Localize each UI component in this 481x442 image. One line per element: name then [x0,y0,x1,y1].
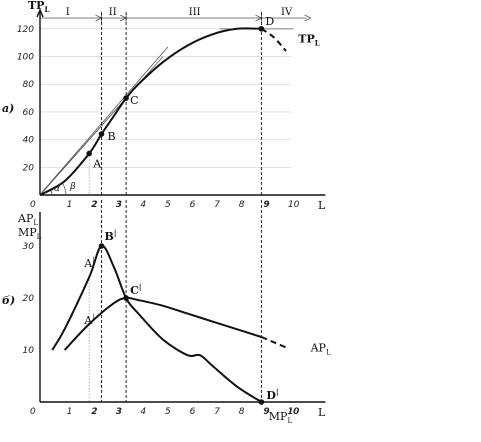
x-tick-label: 7 [214,407,220,417]
y-tick-label: 120 [17,25,34,35]
point-label: D [265,15,274,28]
point-label: B [108,130,116,143]
x-tick-label: 10 [288,407,300,417]
point-c-prime [123,295,129,301]
point-a [86,150,92,157]
point-c [123,95,129,101]
panel-label: а) [2,102,14,115]
y-tick-label: 40 [23,136,35,146]
point-label: A [92,157,102,170]
stage-label: II [109,7,117,18]
ray-through-b [39,106,120,196]
stage-label: III [189,7,201,18]
point-d [258,26,265,32]
point-b-prime [98,243,105,249]
y-tick-label: 60 [23,108,35,118]
y-axis-label-mp: MPL [18,226,42,241]
x-tick-label: 10 [288,200,300,210]
x-tick-label: 9 [263,200,269,210]
series-label-mp: MPL [269,410,293,425]
y-axis-arrow [36,8,44,18]
y-tick-label: 20 [23,163,35,173]
stage-label: IV [281,7,293,18]
ap-curve [63,296,262,351]
y-tick-label: 100 [17,53,34,63]
x-tick-label: 3 [116,407,122,417]
point-b [98,131,105,137]
series-label-tp: TPL [298,33,319,48]
x-tick-label: 8 [239,407,245,417]
x-tick-label: 4 [140,200,146,210]
x-tick-label: 9 [263,407,269,417]
mp-curve [51,244,262,403]
alpha-arc [49,188,53,196]
y-tick-label: 80 [23,80,35,90]
point-label: C [130,94,138,107]
x-tick-label: 4 [140,407,146,417]
point-label: D| [266,387,278,402]
y-tick-label: 10 [23,346,35,356]
series-label-ap: APL [310,341,331,356]
x-tick-label: 3 [116,200,122,210]
x-tick-label: 1 [67,200,73,210]
stage-arrow [304,14,312,22]
origin-label: 0 [30,407,36,417]
mp-number-label: 10 [287,407,299,417]
ap-curve-dashed [261,336,287,349]
x-tick-label: 8 [239,200,245,210]
x-tick-label: 2 [91,200,97,210]
point-label: C| [130,282,141,297]
x-tick-label: 5 [165,200,171,210]
stage-label: I [66,7,70,18]
curve-label-ap: A| [83,313,94,327]
beta-arc [62,183,67,196]
x-axis-label: L [318,199,326,212]
x-tick-label: 6 [190,200,196,210]
x-tick-label: 5 [165,407,171,417]
x-tick-label: 7 [214,200,220,210]
x-tick-label: 6 [190,407,196,417]
tp-curve-dashed [260,27,287,52]
y-tick-label: 20 [23,294,35,304]
curve-label-mp: A| [83,256,94,270]
y-axis-label-ap: APL [17,212,38,227]
point-label: B| [105,228,117,243]
tangent-line [41,46,169,193]
x-tick-label: 1 [67,407,73,417]
angle-label-beta: β [69,182,76,192]
panel-label: б) [2,294,15,307]
point-d-prime [258,399,265,405]
origin-label: 0 [30,200,36,210]
y-tick-label: 30 [23,242,35,252]
x-tick-label: 2 [91,407,97,417]
x-axis-label: L [318,406,326,419]
y-axis-label: TPL [28,0,49,14]
angle-label-alpha: α [54,184,60,194]
